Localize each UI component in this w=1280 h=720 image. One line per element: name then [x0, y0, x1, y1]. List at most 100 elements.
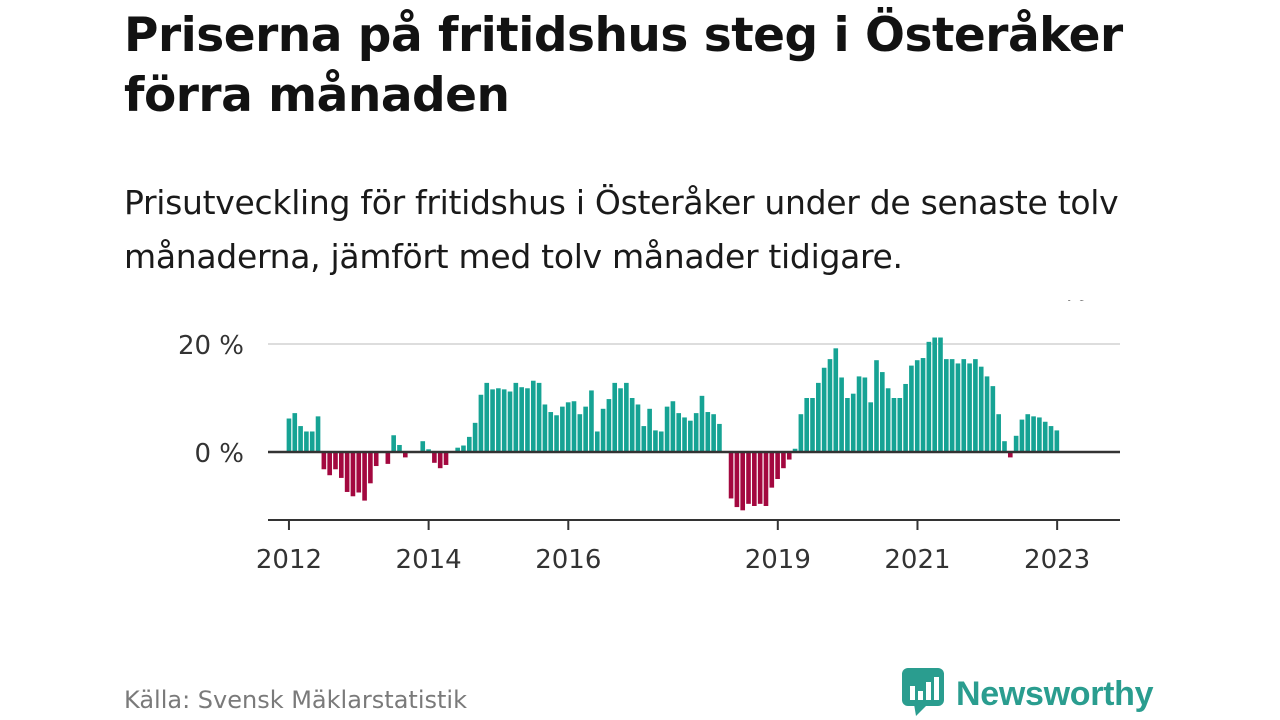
bar — [827, 359, 833, 452]
source-credit: Källa: Svensk Mäklarstatistik — [124, 686, 467, 714]
bar — [437, 452, 443, 469]
bar — [589, 390, 594, 452]
x-tick-label: 2016 — [535, 545, 601, 575]
bar — [885, 388, 891, 452]
bar — [891, 398, 897, 452]
bar-series — [286, 337, 1060, 511]
tick-labels: 0 % 20 % 2012 2014 2016 2019 2021 2023 4 % — [178, 300, 1090, 575]
bar — [304, 431, 309, 452]
bar — [1013, 435, 1019, 452]
bar — [426, 449, 431, 452]
bar — [496, 388, 501, 452]
bar — [1048, 426, 1054, 452]
bar — [653, 430, 658, 452]
bar — [344, 452, 350, 492]
bar — [350, 452, 356, 497]
bar — [577, 414, 583, 452]
bar — [862, 377, 868, 452]
bar — [961, 359, 967, 452]
bar — [786, 452, 792, 460]
bar — [560, 406, 565, 452]
bar — [973, 359, 978, 452]
bar — [938, 337, 943, 452]
bar — [333, 452, 338, 470]
x-tick-label: 2012 — [256, 545, 322, 575]
bar — [821, 367, 827, 452]
bar — [763, 452, 769, 506]
bar — [461, 445, 466, 452]
bar — [298, 426, 303, 452]
x-tick-label: 2019 — [745, 545, 811, 575]
bar — [868, 402, 873, 452]
bar — [432, 452, 437, 463]
bar — [1007, 452, 1013, 458]
bar — [571, 401, 577, 452]
bar — [321, 452, 327, 470]
bar — [339, 452, 344, 478]
bar — [548, 412, 554, 452]
bar — [519, 387, 524, 452]
bar — [507, 391, 513, 452]
bar — [734, 452, 740, 508]
bar — [717, 423, 722, 452]
bar — [880, 372, 885, 452]
bar — [373, 452, 379, 467]
bar — [816, 382, 821, 452]
bar — [984, 376, 990, 452]
bar — [1025, 414, 1031, 452]
bar — [897, 398, 903, 452]
bar — [967, 363, 972, 452]
bar — [397, 444, 402, 452]
bar — [368, 452, 373, 484]
bar — [920, 358, 926, 452]
bar — [466, 436, 472, 452]
bar — [810, 398, 815, 452]
bar — [455, 447, 460, 452]
bar — [1042, 421, 1048, 452]
bar — [728, 452, 734, 499]
bar — [309, 431, 315, 452]
bar — [618, 388, 623, 452]
bar — [658, 431, 664, 452]
bar — [850, 393, 856, 452]
bar — [1019, 419, 1025, 452]
bar — [856, 376, 862, 452]
brand-name: Newsworthy — [956, 674, 1154, 713]
bar — [990, 386, 996, 452]
bar — [443, 452, 449, 465]
bar — [286, 418, 292, 452]
bar-chart: 0 % 20 % 2012 2014 2016 2019 2021 2023 4 % — [178, 300, 1120, 575]
bar — [606, 399, 612, 452]
bar — [594, 431, 600, 452]
bar — [513, 382, 519, 452]
bar — [874, 360, 879, 452]
bar — [757, 452, 763, 504]
bar — [356, 452, 362, 493]
bar — [635, 404, 641, 452]
bar — [978, 366, 984, 452]
bar — [769, 452, 775, 488]
bar — [478, 394, 484, 452]
bar — [530, 380, 536, 452]
bar — [792, 448, 798, 452]
bar — [676, 413, 682, 452]
bar — [903, 383, 908, 452]
bar — [944, 359, 949, 452]
bar — [525, 388, 530, 452]
bar — [629, 398, 635, 452]
y-tick-label: 0 % — [194, 439, 244, 469]
bar — [699, 395, 705, 452]
bar — [624, 382, 629, 452]
y-tick-label: 20 % — [178, 331, 244, 361]
bar — [833, 348, 839, 452]
x-tick-label: 2014 — [396, 545, 462, 575]
bar — [612, 382, 618, 452]
bar — [711, 414, 716, 452]
bar — [554, 415, 559, 452]
bar — [949, 359, 955, 452]
bar — [705, 412, 711, 452]
chart-subtitle: Prisutveckling för fritidshus i Österåke… — [124, 183, 1119, 276]
bar — [845, 398, 850, 452]
bar — [362, 452, 367, 501]
bar — [932, 337, 937, 452]
